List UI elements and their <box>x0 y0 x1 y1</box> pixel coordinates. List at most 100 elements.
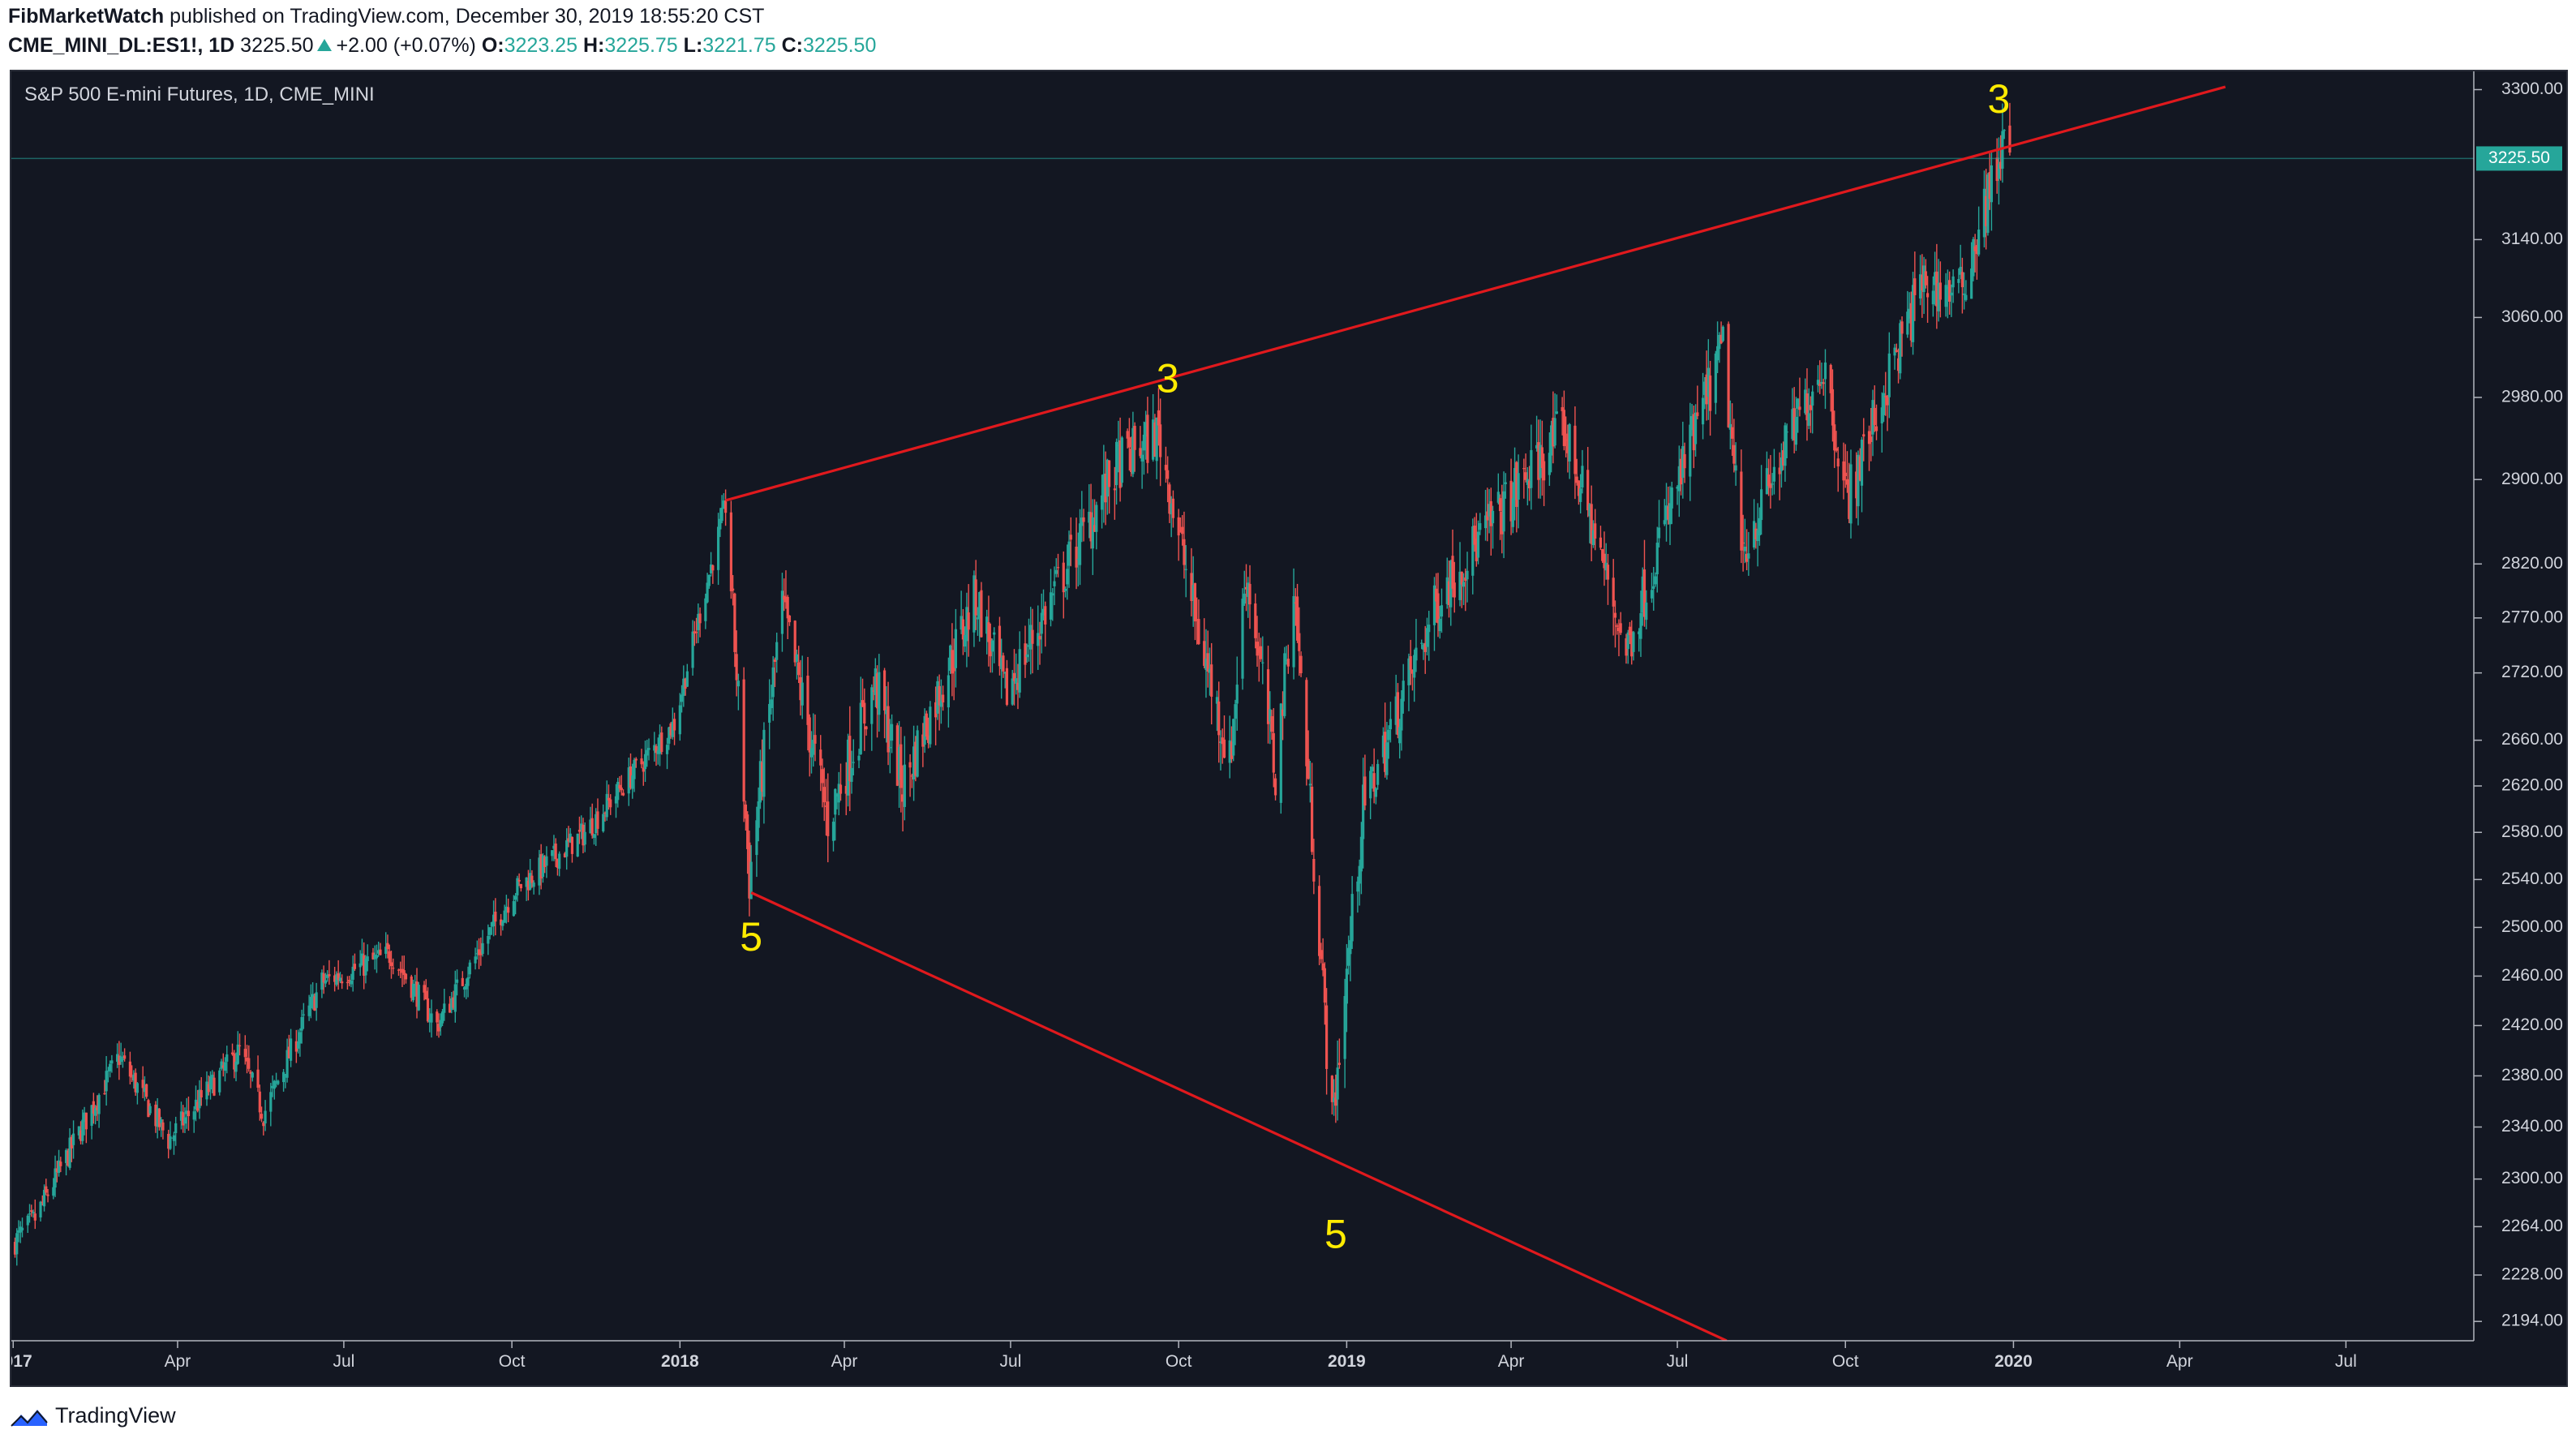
candle <box>402 955 406 985</box>
candle <box>1798 377 1801 417</box>
candle <box>397 968 401 977</box>
candle <box>131 1065 134 1082</box>
candle <box>1333 1079 1336 1116</box>
candle <box>761 739 764 801</box>
candle-body <box>287 1046 290 1058</box>
candle <box>1988 153 1991 210</box>
candle-body <box>543 857 547 867</box>
candle <box>192 1106 195 1133</box>
candle-body <box>744 804 747 819</box>
candle <box>1139 426 1142 459</box>
candle <box>1005 659 1009 706</box>
candle <box>1601 548 1604 564</box>
candle-body <box>2008 125 2011 153</box>
candle <box>1235 656 1239 731</box>
candle <box>998 616 1002 676</box>
candle-body <box>967 612 970 630</box>
candle-body <box>762 729 766 797</box>
candle-body <box>888 747 891 749</box>
candle-body <box>660 732 663 753</box>
candle <box>42 1184 46 1212</box>
candle-body <box>1753 521 1756 547</box>
candle <box>187 1096 191 1131</box>
candle-body <box>271 1085 274 1088</box>
candle-body <box>1588 504 1591 517</box>
candle <box>1347 935 1350 975</box>
candle <box>1247 577 1250 618</box>
candle-body <box>819 749 822 766</box>
candle <box>1642 539 1646 627</box>
candle <box>1667 486 1670 525</box>
candle-body <box>388 951 391 964</box>
price-tick-label: 2580.00 <box>2501 822 2563 841</box>
candle-body <box>768 703 771 723</box>
candle <box>46 1188 49 1203</box>
candle-body <box>890 724 894 741</box>
time-axis[interactable] <box>11 1341 2566 1385</box>
price-axis[interactable] <box>2474 71 2566 1385</box>
candle-body <box>526 880 530 891</box>
candle <box>1833 410 1836 468</box>
candle <box>707 574 711 589</box>
candle-body <box>326 974 329 978</box>
candle <box>243 1035 247 1065</box>
price-tick-label: 2660.00 <box>2501 730 2563 749</box>
price-tick-label: 2460.00 <box>2501 966 2563 985</box>
candle-body <box>67 1150 70 1166</box>
candle <box>351 955 354 992</box>
candle <box>1707 339 1710 420</box>
candle <box>1732 419 1736 473</box>
candle <box>96 1095 99 1121</box>
tradingview-brand[interactable]: TradingView <box>55 1403 176 1428</box>
candle-body <box>1385 742 1389 775</box>
candle-body <box>1982 188 1986 238</box>
candle <box>2003 129 2006 140</box>
candle <box>1769 455 1772 509</box>
candle <box>1730 403 1734 457</box>
candle-body <box>273 1080 276 1089</box>
candle-body <box>161 1122 165 1131</box>
candle <box>1870 408 1873 462</box>
author-name[interactable]: FibMarketWatch <box>8 5 165 28</box>
candle-body <box>1663 520 1666 525</box>
candle <box>1381 727 1385 764</box>
tradingview-logo-icon[interactable] <box>10 1405 50 1429</box>
candle <box>1402 663 1405 714</box>
candle-body <box>1509 480 1513 522</box>
candle <box>888 719 891 774</box>
candle <box>1603 531 1606 586</box>
candle-body <box>1728 423 1732 430</box>
candle-body <box>15 1233 19 1255</box>
candle-body <box>1535 444 1539 449</box>
candle <box>1451 529 1454 598</box>
candle <box>1540 420 1543 496</box>
candle-body <box>414 984 417 985</box>
candle-body <box>453 984 457 1012</box>
candle <box>373 945 376 970</box>
candle <box>1626 629 1629 664</box>
candle-body <box>436 1011 439 1023</box>
candle-body <box>461 977 464 986</box>
candle-body <box>643 754 647 770</box>
candle-body <box>300 1017 303 1031</box>
symbol-label[interactable]: CME_MINI_DL:ES1!, 1D <box>8 34 235 57</box>
time-tick-label: 2018 <box>661 1352 699 1371</box>
candle <box>1694 404 1698 457</box>
candle <box>1829 363 1832 412</box>
candle <box>951 623 954 697</box>
candle <box>169 1121 172 1150</box>
candle <box>1396 683 1400 739</box>
candle-body <box>1247 582 1250 597</box>
candle-body <box>1460 571 1463 585</box>
candle-body <box>1259 646 1263 659</box>
candle <box>309 984 312 1019</box>
candle-body <box>655 745 658 754</box>
candle-body <box>672 719 676 731</box>
candle <box>1471 518 1475 595</box>
candle-body <box>348 980 351 982</box>
candle-body <box>1836 458 1840 467</box>
candle-body <box>1410 669 1415 674</box>
